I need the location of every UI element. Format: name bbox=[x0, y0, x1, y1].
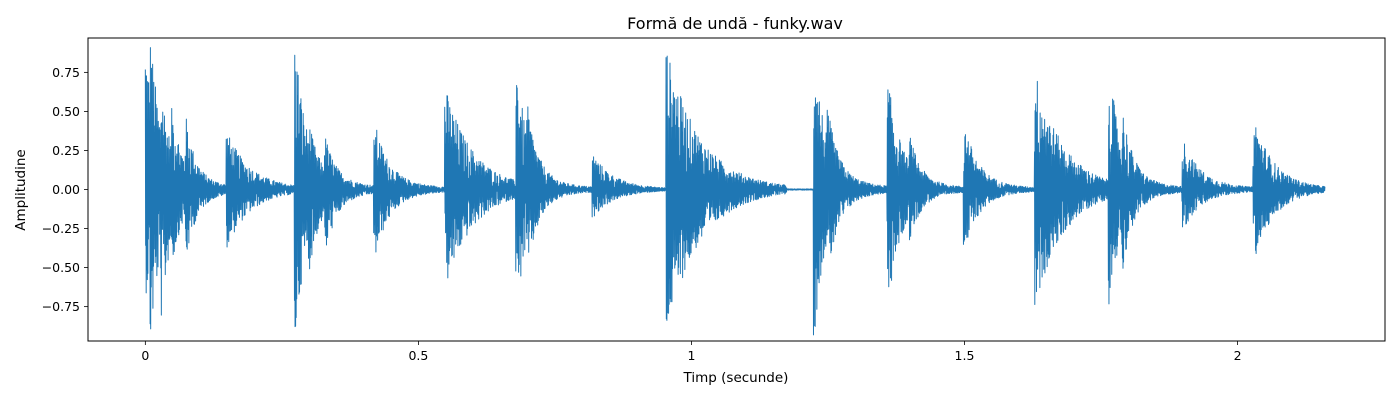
y-tick-label: 0.75 bbox=[52, 65, 80, 80]
y-tick-label: −0.50 bbox=[42, 260, 80, 275]
waveform-line bbox=[144, 47, 1326, 336]
x-axis: 0 0.5 1 1.5 2 bbox=[141, 341, 1242, 363]
y-axis: 0.75 0.50 0.25 0.00 −0.25 −0.50 −0.75 bbox=[42, 65, 88, 314]
y-tick-label: −0.25 bbox=[42, 221, 80, 236]
x-tick-label: 1 bbox=[687, 348, 695, 363]
y-tick-label: 0.00 bbox=[52, 182, 80, 197]
y-tick-label: 0.50 bbox=[52, 104, 80, 119]
chart-title: Formă de undă - funky.wav bbox=[627, 14, 843, 33]
y-axis-label: Amplitudine bbox=[13, 149, 29, 231]
x-tick-label: 0.5 bbox=[408, 348, 428, 363]
x-tick-label: 2 bbox=[1234, 348, 1242, 363]
y-tick-label: 0.25 bbox=[52, 143, 80, 158]
x-axis-label: Timp (secunde) bbox=[683, 370, 789, 386]
x-tick-label: 0 bbox=[141, 348, 149, 363]
x-tick-label: 1.5 bbox=[955, 348, 975, 363]
y-tick-label: −0.75 bbox=[42, 299, 80, 314]
plot-area bbox=[87, 37, 1386, 342]
